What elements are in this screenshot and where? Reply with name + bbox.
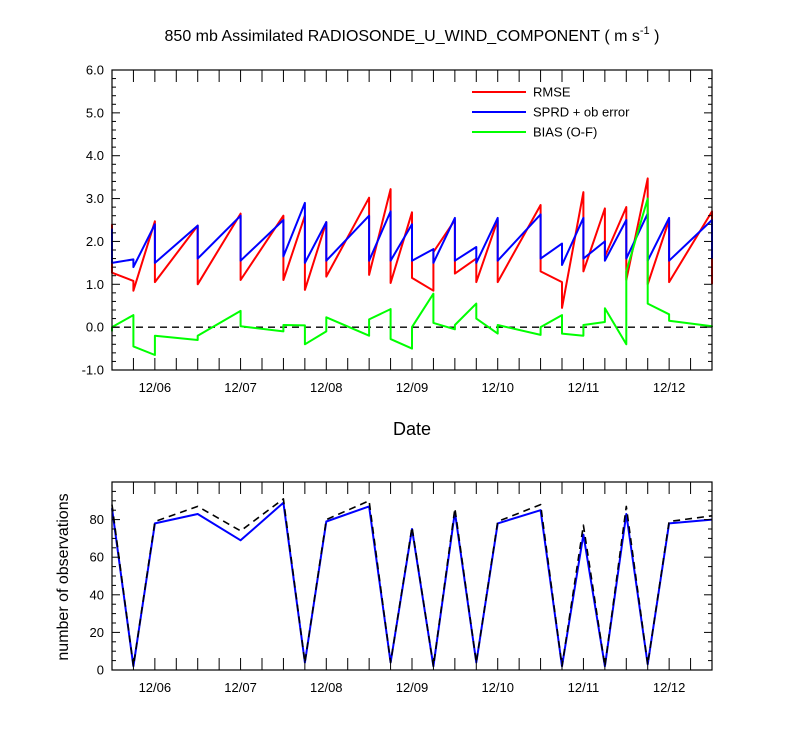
legend-label: SPRD + ob error (533, 105, 630, 120)
x-tick-label: 12/06 (139, 380, 172, 395)
series-line-possible (111, 498, 713, 668)
series-line-bias-o-f (111, 197, 713, 356)
x-tick-label: 12/07 (224, 680, 257, 695)
y-tick-label: 5.0 (86, 105, 104, 120)
legend-label: RMSE (533, 85, 571, 100)
legend-label: BIAS (O-F) (533, 125, 597, 140)
x-tick-label: 12/11 (568, 680, 600, 695)
x-tick-label: 12/09 (396, 680, 429, 695)
bottom-ticks: 0 20 40 60 80 12/06 12/07 12/08 12/09 12/10 12/11 1… (90, 481, 712, 695)
x-tick-label: 12/08 (310, 680, 343, 695)
x-tick-label: 12/09 (396, 380, 429, 395)
title-superscript: -1 (640, 25, 650, 37)
bottom-plot-frame (111, 481, 713, 671)
top-series-lines (111, 177, 713, 356)
y-tick-label: 40 (90, 587, 104, 602)
series-line-sprd-ob-error (111, 201, 713, 269)
x-tick-label: 12/11 (568, 380, 600, 395)
x-tick-label: 12/10 (481, 680, 514, 695)
y-tick-label: 4.0 (86, 148, 104, 163)
x-tick-label: 12/12 (653, 380, 686, 395)
top-legend: RMSE SPRD + ob error BIAS (O-F) (472, 85, 630, 140)
x-tick-label: 12/12 (653, 680, 686, 695)
y-tick-label: 60 (90, 550, 104, 565)
top-chart-title: 850 mb Assimilated RADIOSONDE_U_WIND_COM… (165, 25, 660, 45)
y-tick-label: 20 (90, 625, 104, 640)
bottom-y-axis-label: number of observations (55, 493, 72, 660)
top-ticks: -1.0 0.0 1.0 2.0 3.0 4.0 5.0 6.0 12/06 12/07 12/08… (82, 63, 712, 395)
x-tick-label: 12/08 (310, 380, 343, 395)
title-main: 850 mb Assimilated RADIOSONDE_U_WIND_COM… (165, 28, 640, 45)
series-line-rmse (111, 177, 713, 309)
y-tick-label: 0 (97, 663, 104, 678)
x-tick-label: 12/06 (139, 680, 172, 695)
y-tick-label: 3.0 (86, 191, 104, 206)
y-tick-label: 1.0 (86, 277, 104, 292)
y-tick-label: 0.0 (86, 320, 104, 335)
title-suffix: ) (650, 28, 660, 45)
x-tick-label: 12/07 (224, 380, 257, 395)
bottom-series-lines (111, 498, 713, 668)
y-tick-label: -1.0 (82, 363, 104, 378)
y-tick-label: 80 (90, 512, 104, 527)
series-line-used (111, 501, 713, 668)
x-axis-label: Date (393, 419, 431, 439)
y-tick-label: 2.0 (86, 234, 104, 249)
x-tick-label: 12/10 (481, 380, 514, 395)
y-tick-label: 6.0 (86, 63, 104, 78)
